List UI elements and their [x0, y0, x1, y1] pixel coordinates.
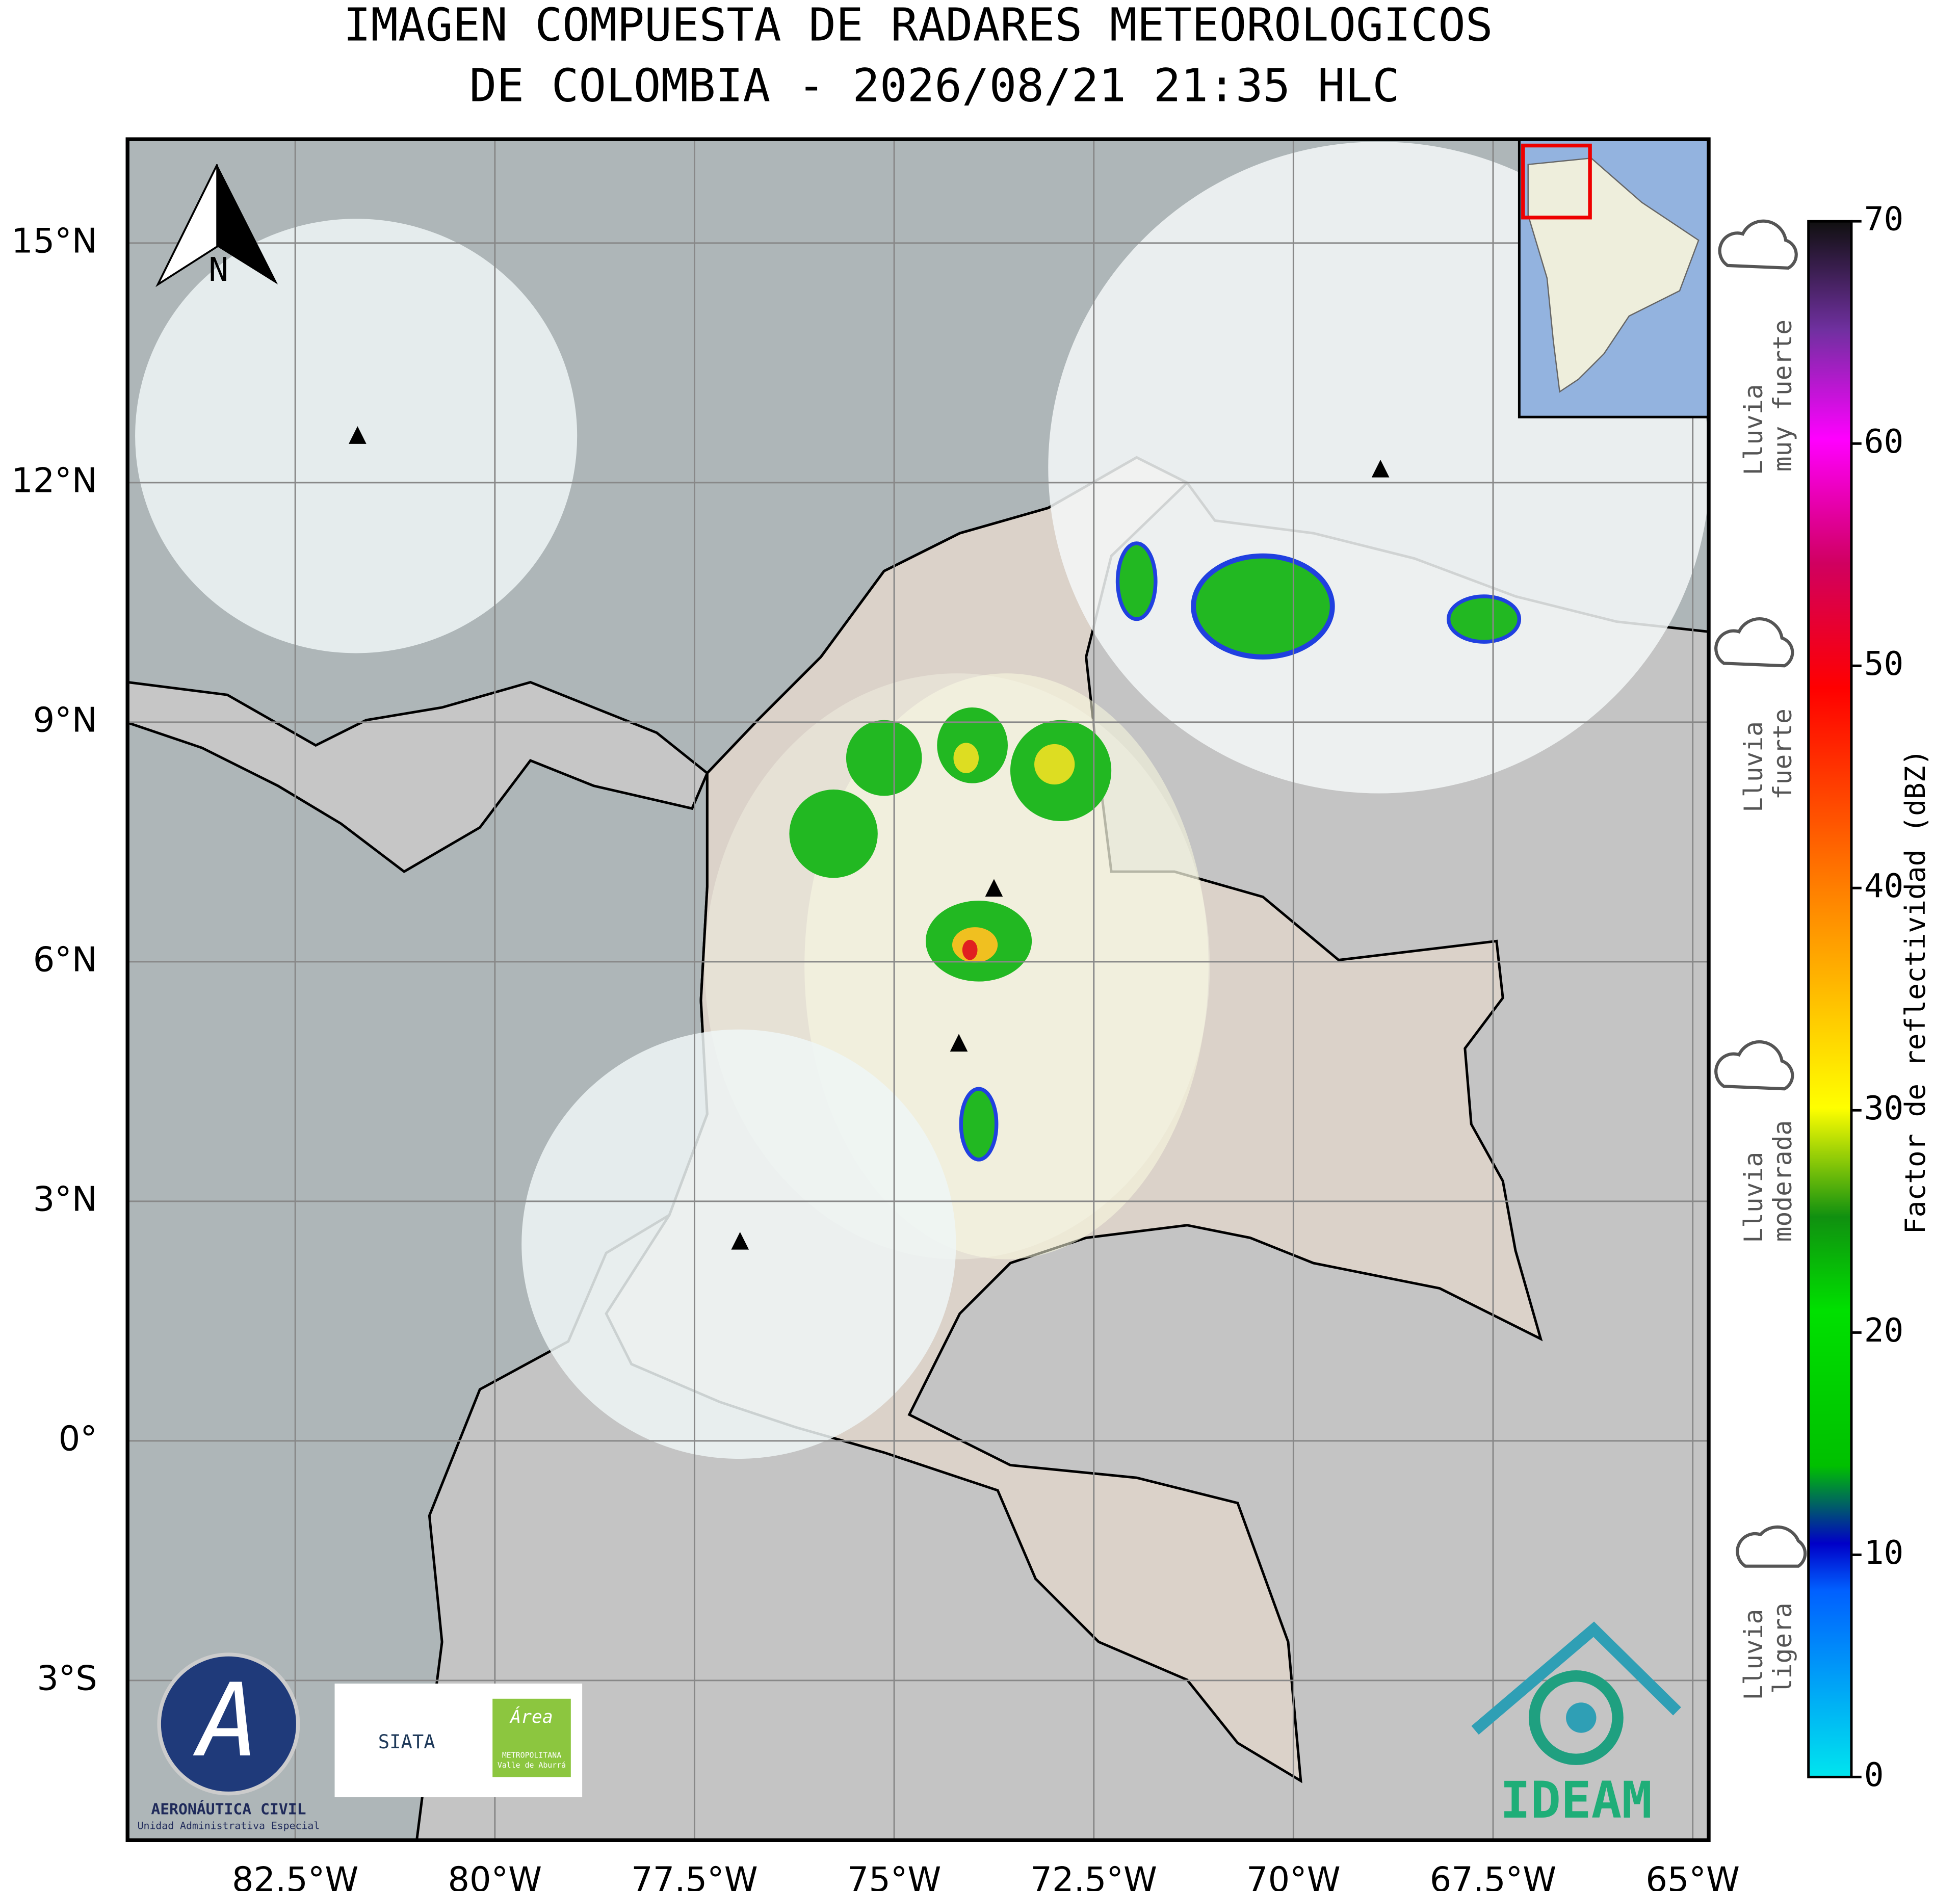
north-label: N — [208, 251, 228, 289]
logo-box — [492, 1698, 571, 1777]
grid — [127, 139, 1709, 1841]
x-tick-label: 82.5°W — [232, 1860, 358, 1891]
rain-label: ligera — [1768, 1603, 1797, 1694]
colorbar-tick-label: 50 — [1864, 645, 1904, 683]
radar-site — [349, 426, 367, 444]
radar-site — [985, 879, 1003, 897]
radar-sites — [349, 426, 1390, 1250]
x-tick-label: 65°W — [1645, 1860, 1740, 1891]
logo-text: Unidad Administrativa Especial — [138, 1820, 320, 1832]
rain-label: moderada — [1768, 1120, 1797, 1242]
rain-label: fuerte — [1768, 708, 1797, 800]
colorbar-ticks: 0 10 20 30 40 50 60 70 — [1851, 200, 1903, 1794]
radar-site — [950, 1034, 968, 1052]
rain-label: muy fuerte — [1768, 320, 1797, 471]
rain-label: Lluvia — [1739, 721, 1768, 812]
colorbar-tick-label: 20 — [1864, 1311, 1904, 1350]
x-tick-label: 75°W — [847, 1860, 942, 1891]
colorbar — [1807, 220, 1853, 1778]
rain-label: Lluvia — [1739, 384, 1768, 475]
y-tick-label: 12°N — [11, 460, 97, 500]
colorbar-tick-label: 60 — [1864, 423, 1904, 461]
y-tick-label: 9°N — [33, 700, 97, 740]
axis-labels: 82.5°W 80°W 77.5°W 75°W 72.5°W 70°W 67.5°W 65°W… — [11, 221, 1740, 1891]
rain-icons — [1714, 219, 1807, 1568]
svg-text:A: A — [193, 1662, 259, 1779]
rain-label: Lluvia — [1739, 1609, 1768, 1700]
x-tick-label: 72.5°W — [1031, 1860, 1157, 1891]
logo-text: AERONÁUTICA CIVIL — [151, 1800, 306, 1818]
y-tick-label: 3°S — [37, 1658, 97, 1698]
x-tick-label: 67.5°W — [1430, 1860, 1556, 1891]
y-tick-label: 0° — [59, 1419, 97, 1458]
map: N A AERONÁUTICA CIVIL Unidad Administrat… — [127, 139, 1709, 1841]
logo-text: Área — [509, 1706, 553, 1727]
logo-text: METROPOLITANA — [502, 1750, 561, 1759]
radar-site — [1371, 459, 1390, 478]
colorbar-tick-label: 10 — [1864, 1534, 1904, 1572]
x-tick-label: 80°W — [448, 1860, 542, 1891]
rain-label: Lluvia — [1739, 1152, 1768, 1243]
logo-ideam — [1471, 1621, 1681, 1765]
colorbar-tick-label: 0 — [1864, 1756, 1884, 1794]
title-line: DE COLOMBIA - 2026/08/21 21:35 HLC — [469, 59, 1400, 112]
logo-text: SIATA — [378, 1731, 435, 1753]
map-frame — [125, 137, 1711, 1842]
title-line: IMAGEN COMPUESTA DE RADARES METEOROLOGIC… — [344, 0, 1493, 52]
y-tick-label: 15°N — [11, 221, 97, 260]
x-tick-label: 77.5°W — [631, 1860, 757, 1891]
logo-text: Valle de Aburrá — [498, 1761, 566, 1770]
colorbar-tick-label: 30 — [1864, 1089, 1904, 1127]
y-tick-label: 6°N — [33, 939, 97, 979]
radar-site — [731, 1231, 749, 1250]
colorbar-label: Factor de reflectividad (dBZ) — [1899, 749, 1931, 1235]
central-america — [127, 680, 709, 874]
colorbar-tick-label: 40 — [1864, 867, 1904, 905]
logo-aerocivil: A — [157, 1652, 300, 1796]
logo-text: IDEAM — [1500, 1771, 1652, 1830]
x-tick-label: 70°W — [1246, 1860, 1341, 1891]
inset-map — [1518, 139, 1709, 418]
colorbar-tick-label: 70 — [1864, 200, 1904, 239]
y-tick-label: 3°N — [33, 1179, 97, 1219]
